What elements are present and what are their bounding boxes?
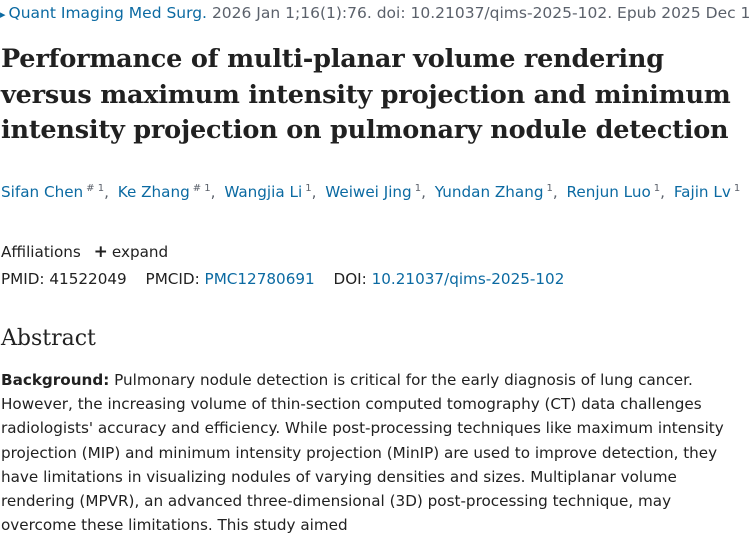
identifiers-row: PMID: 41522049 PMCID: PMC12780691 DOI: 1… xyxy=(1,267,564,291)
affiliations-row: Affiliations + expand xyxy=(1,240,168,264)
author-link[interactable]: Yundan Zhang 1 xyxy=(434,183,553,201)
author-link[interactable]: Wangjia Li 1 xyxy=(224,183,312,201)
affiliations-label: Affiliations xyxy=(1,243,81,261)
background-text: Pulmonary nodule detection is critical f… xyxy=(1,371,724,535)
abstract-heading: Abstract xyxy=(1,326,96,351)
citation-line: ▸ Quant Imaging Med Surg. 2026 Jan 1;16(1… xyxy=(0,1,750,27)
author-link[interactable]: Weiwei Jing 1 xyxy=(325,183,422,201)
expand-affiliations-button[interactable]: + expand xyxy=(93,242,169,262)
author-link[interactable]: Renjun Luo 1 xyxy=(566,183,661,201)
pmid-label: PMID: xyxy=(1,270,45,288)
article-title: Performance of multi-planar volume rende… xyxy=(1,44,731,145)
doi-link[interactable]: 10.21037/qims-2025-102 xyxy=(371,270,565,288)
author-link[interactable]: Sifan Chen # 1 xyxy=(1,183,105,201)
journal-link[interactable]: Quant Imaging Med Surg. xyxy=(8,4,207,22)
authors-list: Sifan Chen # 1, Ke Zhang # 1, Wangjia Li 1,… xyxy=(1,183,741,201)
plus-icon: + xyxy=(93,242,108,262)
pmcid-link[interactable]: PMC12780691 xyxy=(204,270,315,288)
caret-right-icon: ▸ xyxy=(0,8,6,21)
author-link[interactable]: Fajin Lv 1 xyxy=(673,183,741,201)
author-link[interactable]: Ke Zhang # 1 xyxy=(117,183,211,201)
pmid-value: 41522049 xyxy=(49,270,127,288)
citation-details: 2026 Jan 1;16(1):76. doi: 10.21037/qims-… xyxy=(211,4,750,22)
background-label: Background: xyxy=(1,371,110,389)
doi-label: DOI: xyxy=(333,270,367,288)
pmcid-label: PMCID: xyxy=(145,270,200,288)
abstract-background: Background: Pulmonary nodule detection i… xyxy=(1,368,749,537)
